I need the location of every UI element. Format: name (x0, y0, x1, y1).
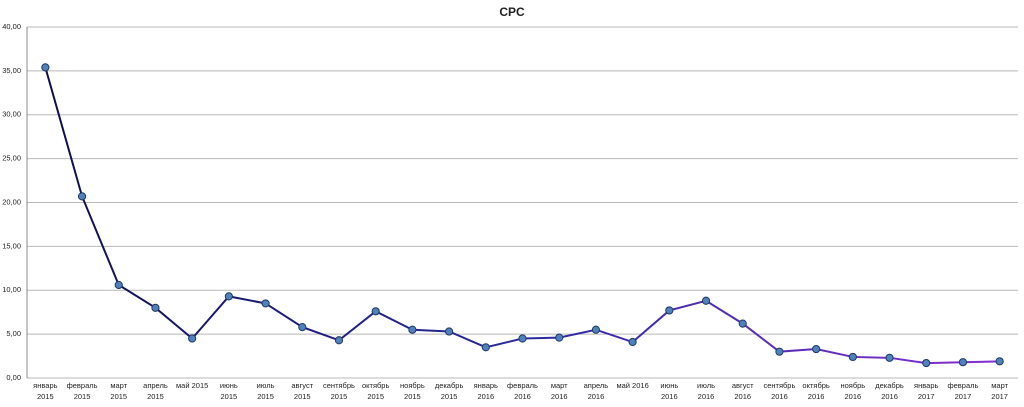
x-tick-label: август 2016 (732, 381, 754, 401)
y-tick-label: 30,00 (2, 110, 21, 119)
x-tick-label: октябрь 2015 (362, 381, 389, 401)
marker (298, 323, 307, 332)
marker (848, 352, 857, 362)
marker (665, 306, 674, 315)
y-tick-label: 10,00 (2, 285, 21, 294)
marker (114, 280, 123, 290)
marker (334, 336, 344, 345)
y-tick-label: 40,00 (2, 22, 21, 31)
marker (775, 347, 784, 356)
marker (701, 296, 711, 305)
marker (444, 327, 454, 336)
marker (151, 303, 160, 312)
x-tick-label: ноябрь 2015 (400, 381, 425, 401)
marker (885, 353, 894, 362)
x-tick-label: февраль 2017 (947, 381, 978, 401)
marker (481, 343, 490, 352)
y-tick-label: 15,00 (2, 241, 21, 250)
marker (555, 333, 564, 342)
marker (995, 357, 1004, 366)
y-tick-label: 25,00 (2, 154, 21, 163)
x-tick-label: март 2016 (551, 381, 568, 401)
x-tick-label: сентябрь 2016 (763, 381, 795, 401)
marker (738, 319, 747, 328)
x-tick-label: май 2015 (176, 381, 208, 390)
x-tick-label: декабрь 2016 (875, 381, 904, 401)
marker (591, 325, 601, 334)
marker (958, 358, 968, 367)
y-tick-label: 0,00 (6, 373, 21, 382)
x-tick-label: август 2015 (291, 381, 313, 401)
x-tick-label: декабрь 2015 (435, 381, 464, 401)
x-tick-label: апрель 2016 (584, 381, 609, 401)
marker (371, 307, 380, 316)
marker (41, 63, 50, 72)
marker (628, 337, 637, 347)
marker (188, 334, 197, 343)
marker (518, 334, 527, 343)
marker (224, 292, 233, 301)
x-tick-label: май 2016 (616, 381, 648, 390)
line (44, 67, 1000, 365)
y-tick-label: 20,00 (2, 197, 21, 206)
marker (261, 299, 270, 308)
marker (77, 192, 87, 201)
x-tick-label: январь 2015 (33, 381, 57, 401)
x-tick-label: июль 2015 (257, 381, 275, 401)
x-tick-label: март 2015 (110, 381, 127, 401)
x-tick-label: апрель 2015 (143, 381, 168, 401)
marker (408, 325, 417, 334)
marker (812, 344, 821, 354)
chart-title: CPC (499, 5, 525, 19)
x-tick-label: сентябрь 2015 (323, 381, 355, 401)
x-tick-label: январь 2017 (914, 381, 938, 401)
y-tick-label: 35,00 (2, 66, 21, 75)
x-tick-label: июнь 2015 (220, 381, 238, 401)
x-tick-label: июль 2016 (697, 381, 715, 401)
marker (922, 358, 931, 368)
x-tick-label: февраль 2016 (507, 381, 538, 401)
x-tick-label: октябрь 2016 (802, 381, 829, 401)
y-tick-label: 5,00 (6, 329, 21, 338)
x-tick-label: ноябрь 2016 (840, 381, 865, 401)
x-tick-label: июнь 2016 (660, 381, 678, 401)
x-tick-label: январь 2016 (474, 381, 498, 401)
x-tick-label: февраль 2015 (67, 381, 98, 401)
x-tick-label: март 2017 (991, 381, 1008, 401)
